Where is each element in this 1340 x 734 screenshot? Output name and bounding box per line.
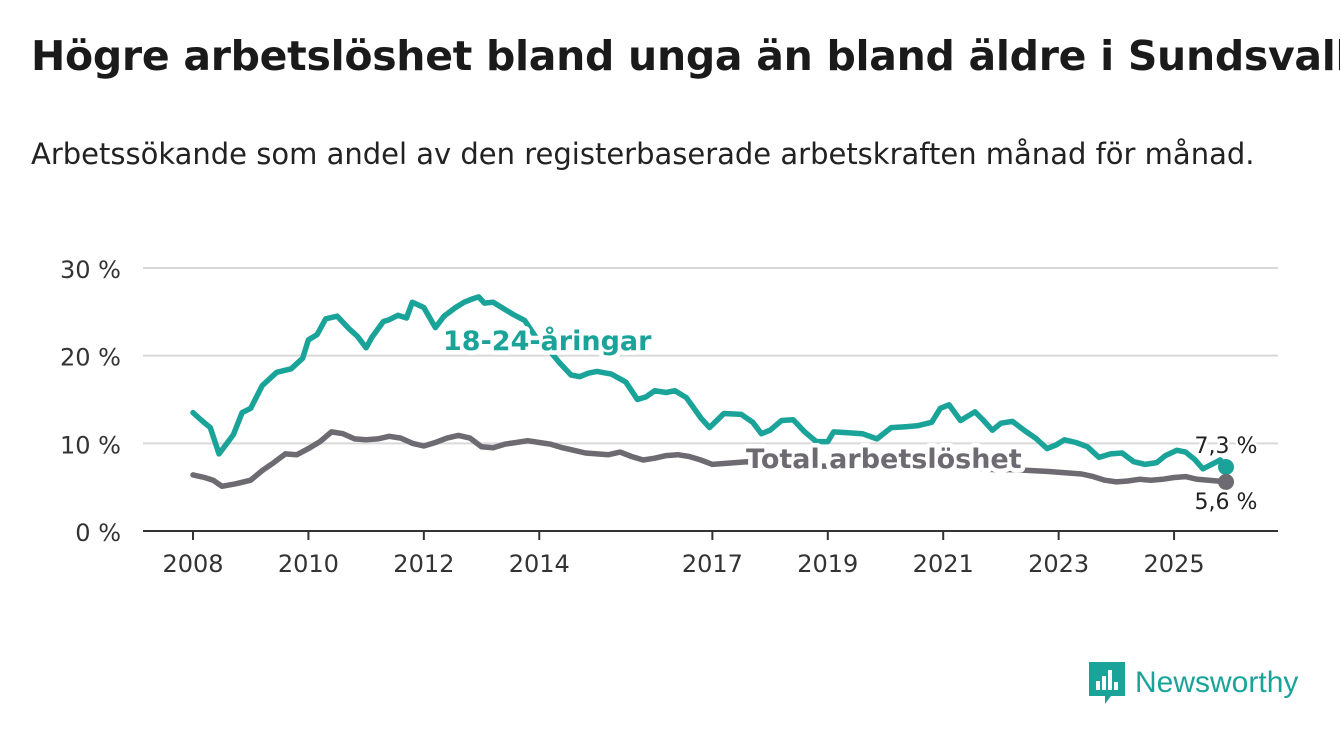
axes: 0 % 10 % 20 % 30 % 2008 2010 2012 2014 2017 2019 2…	[60, 256, 1278, 578]
newsworthy-logo-icon	[1089, 662, 1125, 704]
x-tick-label: 2023	[1028, 550, 1089, 578]
x-tick-label: 2014	[509, 550, 570, 578]
x-tick-label: 2010	[278, 550, 339, 578]
series-line-youth	[190, 294, 1229, 472]
x-tick-label: 2021	[913, 550, 974, 578]
y-tick-label: 0 %	[75, 519, 121, 547]
gridlines	[143, 267, 1278, 445]
series-label-youth: 18-24-åringar	[443, 325, 652, 357]
end-marker-youth	[1218, 459, 1234, 476]
x-tick-label: 2008	[162, 550, 223, 578]
y-tick-label: 10 %	[60, 431, 121, 459]
chart-title: Högre arbetslöshet bland unga än bland ä…	[31, 32, 1340, 80]
brand-name: Newsworthy	[1135, 666, 1299, 699]
series-lines	[190, 294, 1234, 490]
end-label-total: 5,6 %	[1195, 490, 1258, 515]
series-label-total: Total arbetslöshet	[746, 444, 1022, 475]
x-tick-label: 2025	[1144, 550, 1205, 578]
x-tick-label: 2019	[797, 550, 858, 578]
end-label-youth: 7,3 %	[1195, 434, 1258, 459]
brand-logo: Newsworthy	[1089, 660, 1298, 706]
series-line-total	[190, 429, 1229, 490]
end-marker-total	[1218, 473, 1234, 490]
x-tick-label: 2012	[393, 550, 454, 578]
line-chart: 0 % 10 % 20 % 30 % 2008 2010 2012 2014 2017 2019 2…	[60, 256, 1278, 578]
y-tick-label: 30 %	[60, 256, 121, 284]
y-tick-label: 20 %	[60, 344, 121, 372]
chart-subtitle: Arbetssökande som andel av den registerb…	[31, 137, 1255, 171]
x-tick-label: 2017	[682, 550, 743, 578]
series-labels: 18-24-åringar Total arbetslöshet 7,3 % 5,6 …	[439, 321, 1260, 518]
